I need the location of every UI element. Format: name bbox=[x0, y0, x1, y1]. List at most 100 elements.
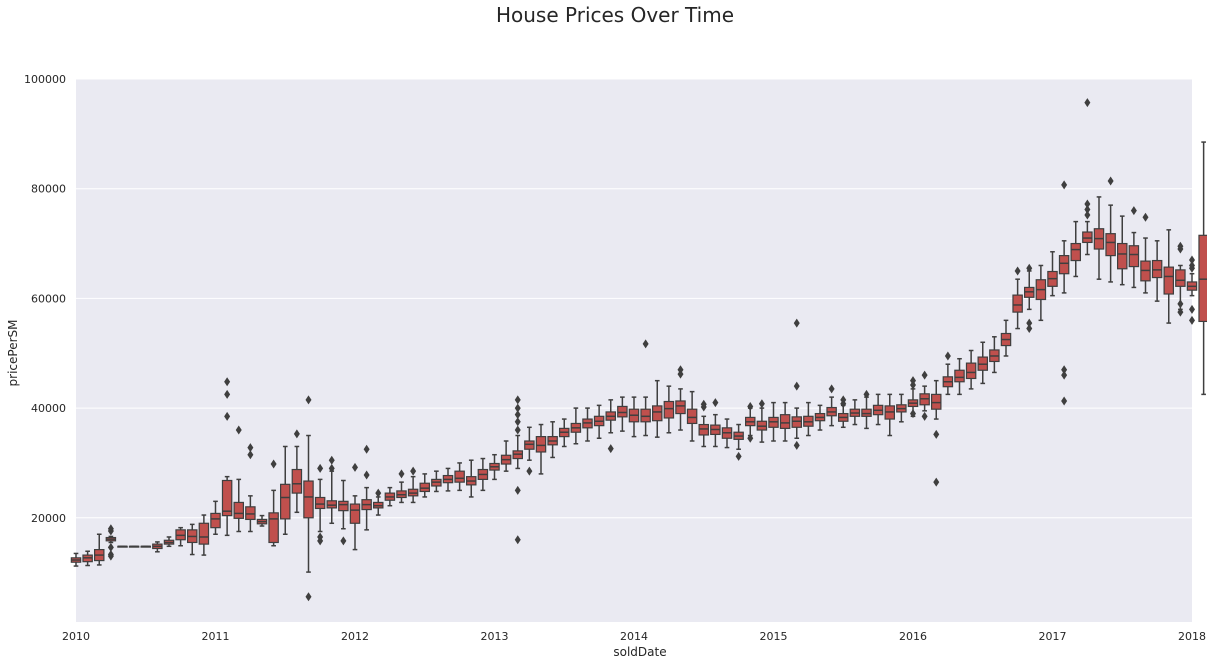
x-tick-label: 2014 bbox=[620, 630, 648, 643]
box-2013-10 bbox=[593, 404, 605, 440]
outlier-point bbox=[514, 485, 521, 495]
box-2012-11 bbox=[466, 459, 477, 498]
box-2016-11 bbox=[1023, 263, 1035, 334]
box-body bbox=[651, 405, 663, 422]
box-2016-03 bbox=[930, 379, 942, 487]
box-2012-09 bbox=[442, 467, 454, 492]
outlier-point bbox=[107, 526, 114, 536]
box-body bbox=[1082, 231, 1093, 244]
box-2011-05 bbox=[256, 514, 268, 527]
box-2010-08 bbox=[152, 541, 163, 553]
box-body bbox=[268, 512, 279, 544]
box-2017-02 bbox=[1058, 180, 1070, 406]
box-2012-07 bbox=[419, 473, 431, 498]
outlier-point bbox=[1084, 199, 1091, 209]
box-2015-07 bbox=[837, 395, 849, 429]
outlier-point bbox=[340, 536, 347, 546]
outlier-point bbox=[793, 440, 800, 450]
outlier-point bbox=[700, 402, 707, 412]
outlier-point bbox=[1177, 244, 1184, 254]
x-tick-label: 2016 bbox=[899, 630, 927, 643]
outlier-point bbox=[921, 370, 928, 380]
y-axis-ticks: 20000 40000 60000 80000 100000 bbox=[24, 73, 66, 525]
box-2016-04 bbox=[942, 351, 954, 396]
box-2011-09 bbox=[303, 395, 314, 602]
box-body bbox=[198, 522, 210, 545]
outlier-point bbox=[747, 433, 754, 443]
box-body bbox=[791, 416, 802, 428]
outlier-point bbox=[526, 466, 533, 476]
outlier-point bbox=[1014, 266, 1021, 276]
box-body bbox=[314, 496, 326, 510]
box-2010-10 bbox=[175, 526, 186, 547]
box-2017-01 bbox=[1047, 251, 1058, 297]
y-axis-label: pricePerSM bbox=[6, 320, 20, 387]
box-body bbox=[233, 501, 245, 519]
box-body bbox=[779, 414, 791, 429]
box-body bbox=[617, 405, 628, 418]
y-tick-label: 20000 bbox=[31, 512, 66, 525]
y-tick-label: 60000 bbox=[31, 292, 66, 305]
box-2011-07 bbox=[280, 445, 291, 535]
outlier-point bbox=[514, 425, 521, 435]
box-2012-05 bbox=[396, 469, 407, 504]
box-2011-01 bbox=[210, 500, 221, 535]
outlier-point bbox=[1189, 255, 1195, 265]
outlier-point bbox=[933, 477, 940, 487]
plot-area bbox=[76, 79, 1192, 622]
outlier-point bbox=[107, 542, 114, 552]
outlier-point bbox=[107, 551, 114, 561]
box-2011-12 bbox=[338, 479, 349, 546]
outlier-point bbox=[1026, 318, 1033, 328]
box-2014-02 bbox=[640, 339, 651, 437]
box-body bbox=[338, 500, 349, 512]
box-2011-08 bbox=[291, 429, 303, 514]
box-2018-01 bbox=[1186, 255, 1198, 325]
box-2012-08 bbox=[431, 470, 442, 493]
outlier-point bbox=[293, 429, 300, 439]
x-tick-label: 2010 bbox=[62, 630, 90, 643]
box-2013-01 bbox=[489, 453, 500, 481]
box-2013-04 bbox=[524, 426, 535, 476]
box-2014-08 bbox=[710, 398, 721, 448]
box-2017-05 bbox=[1093, 196, 1105, 280]
box-2015-09 bbox=[861, 389, 872, 430]
outlier-point bbox=[317, 536, 324, 546]
box-2014-12 bbox=[756, 399, 768, 443]
box-2010-02 bbox=[82, 550, 93, 567]
box-body bbox=[1116, 242, 1128, 270]
box-2016-12 bbox=[1035, 264, 1047, 322]
outlier-point bbox=[1061, 365, 1068, 375]
box-2016-01 bbox=[907, 376, 919, 419]
box-body bbox=[326, 500, 338, 509]
outlier-point bbox=[677, 369, 684, 379]
box-2017-08 bbox=[1128, 206, 1140, 289]
box-2016-09 bbox=[1000, 319, 1012, 357]
outlier-point bbox=[410, 466, 417, 476]
outlier-point bbox=[224, 377, 231, 387]
box-2013-07 bbox=[558, 418, 570, 448]
box-2010-07 bbox=[140, 545, 152, 548]
box-2013-08 bbox=[570, 407, 582, 445]
box-2017-12 bbox=[1175, 241, 1186, 317]
box-body bbox=[861, 408, 872, 417]
outlier-point bbox=[224, 389, 231, 399]
outlier-point bbox=[1189, 304, 1195, 314]
outlier-point bbox=[1084, 98, 1091, 108]
box-body bbox=[221, 479, 233, 517]
outlier-point bbox=[793, 381, 800, 391]
box-2012-04 bbox=[384, 486, 396, 507]
box-2015-02 bbox=[779, 401, 791, 442]
box-2010-01 bbox=[70, 552, 82, 567]
outlier-point bbox=[1026, 263, 1033, 273]
box-body bbox=[1105, 233, 1116, 257]
box-2014-07 bbox=[698, 399, 709, 448]
outlier-point bbox=[514, 403, 521, 413]
box-body bbox=[954, 369, 965, 383]
box-2016-02 bbox=[919, 370, 930, 421]
outlier-point bbox=[735, 451, 742, 461]
box-2014-09 bbox=[721, 418, 733, 449]
box-2011-11 bbox=[326, 455, 338, 525]
box-2014-06 bbox=[686, 390, 698, 442]
box-body bbox=[640, 408, 651, 423]
